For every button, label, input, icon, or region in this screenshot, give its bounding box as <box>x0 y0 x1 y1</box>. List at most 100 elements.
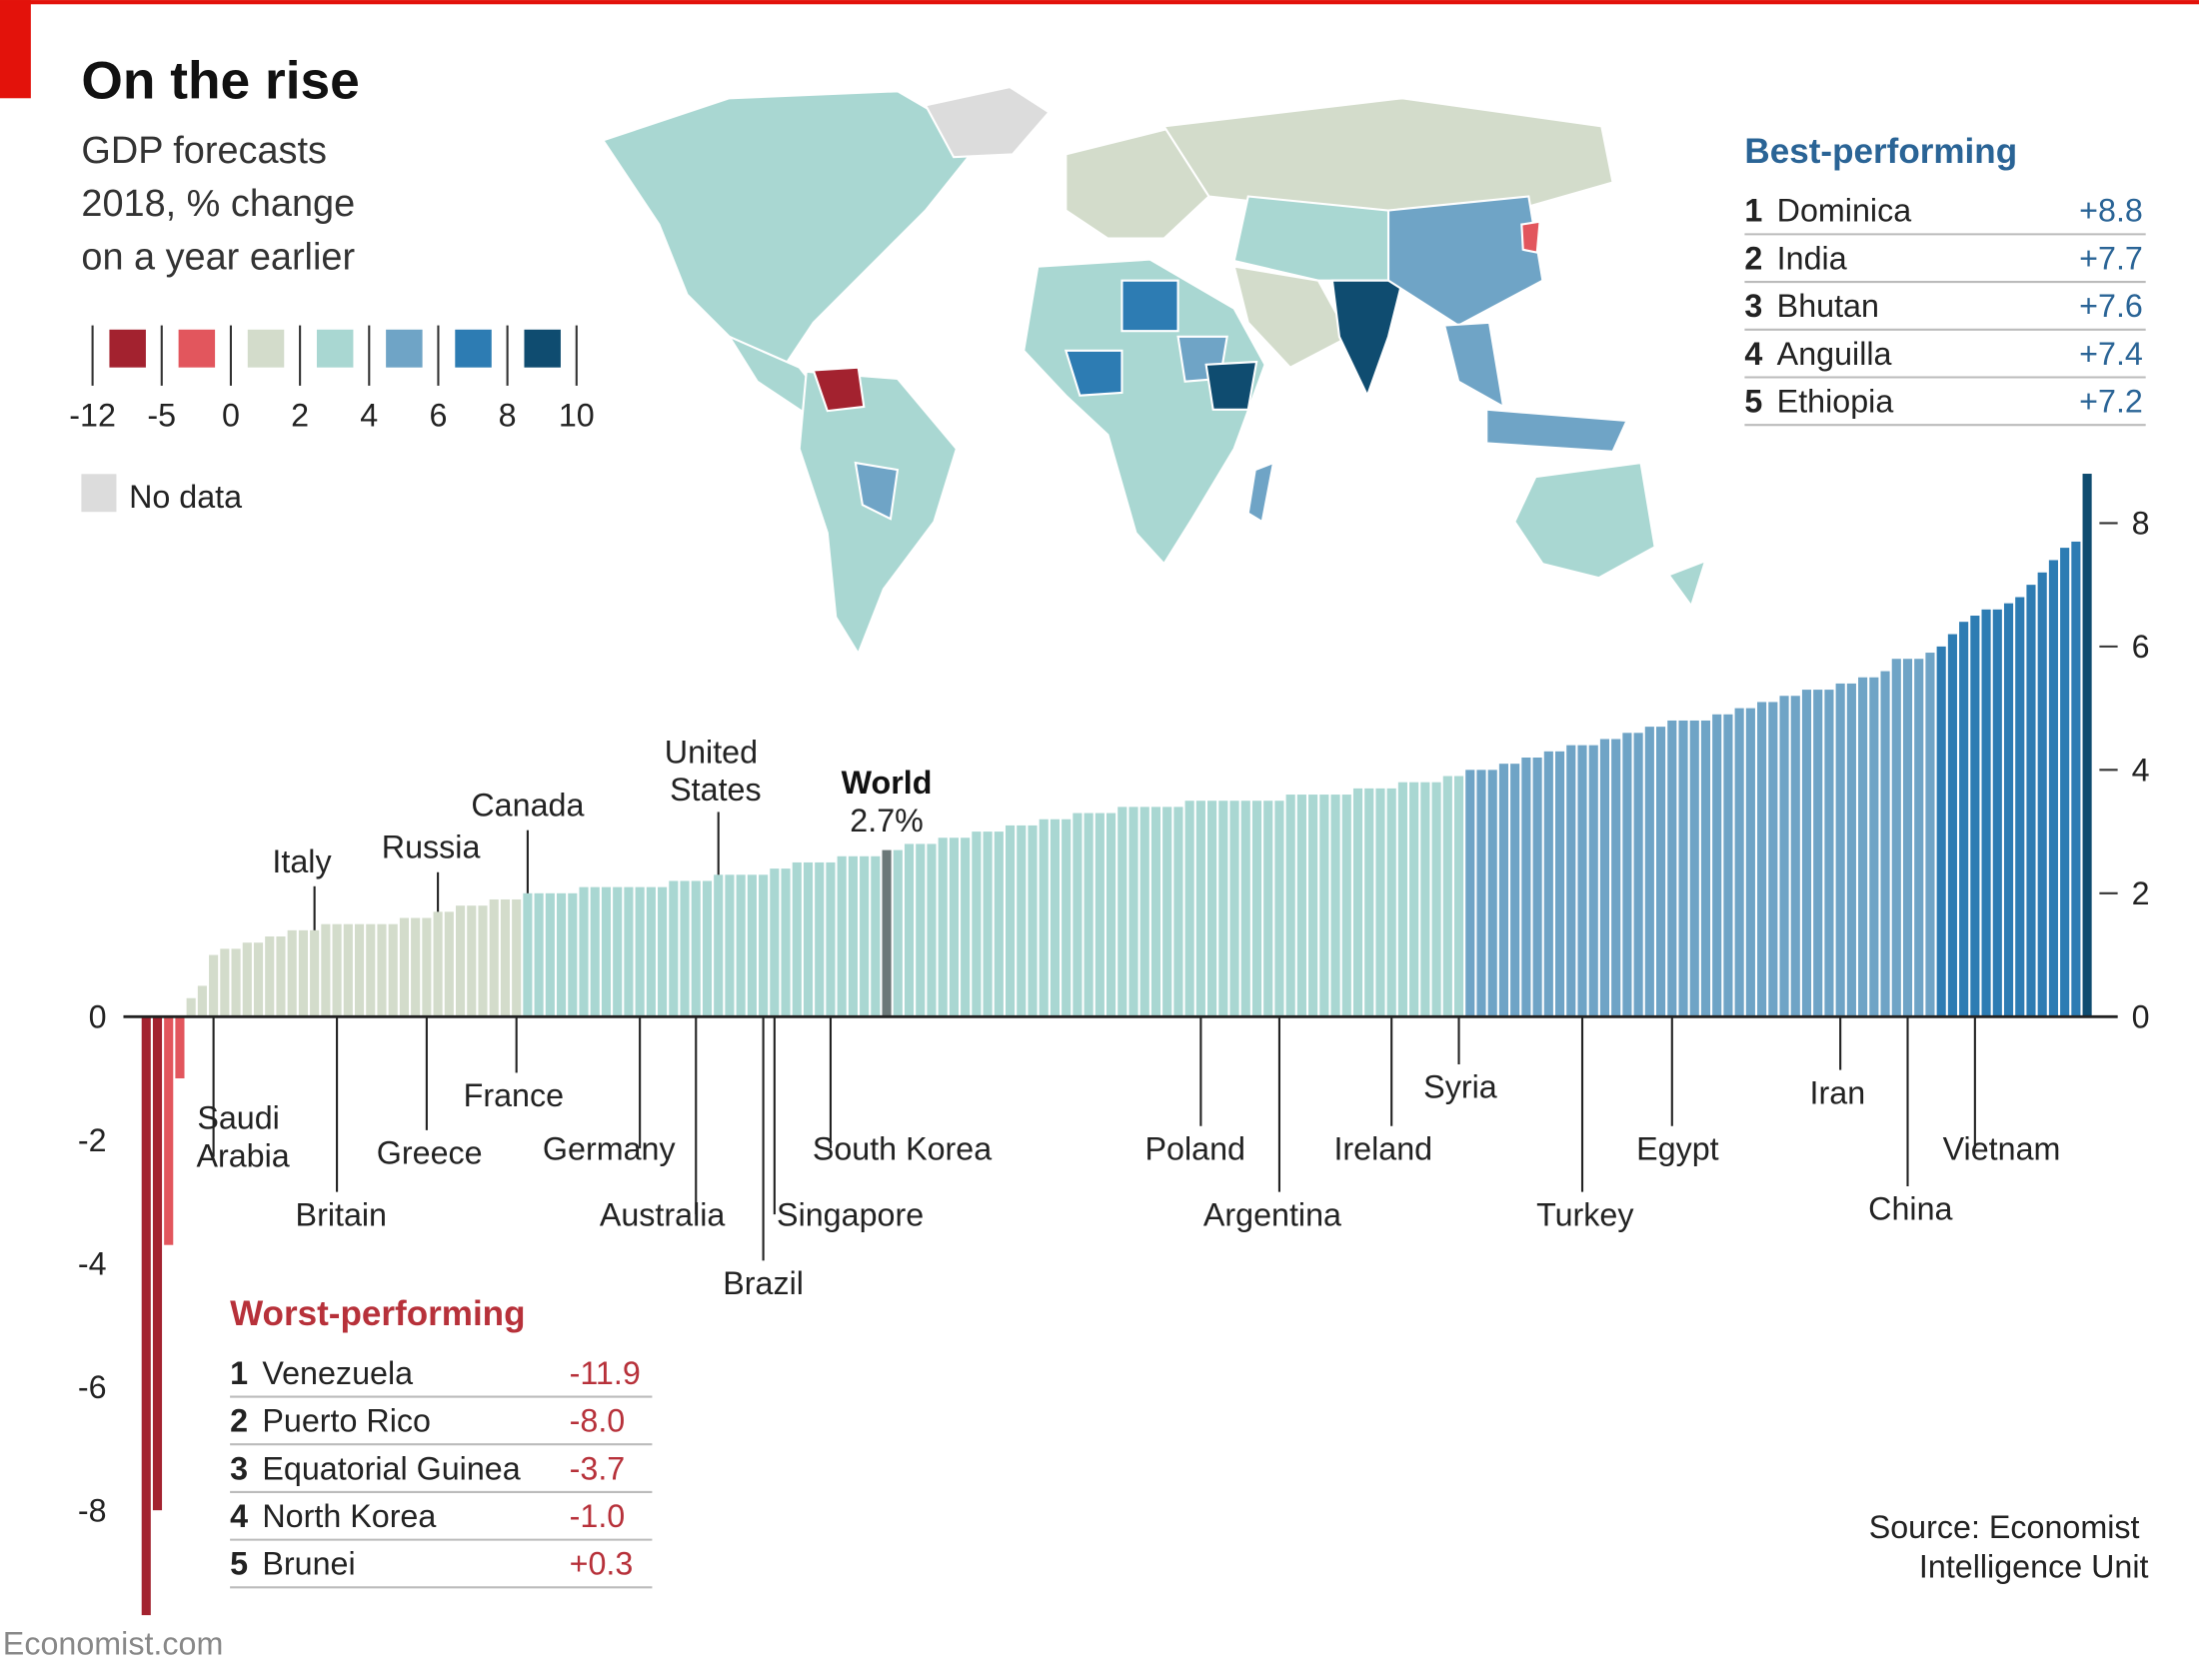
table-value: +7.4 <box>2079 336 2143 372</box>
bar <box>770 868 780 1017</box>
bar <box>310 929 320 1017</box>
category-label: Singapore <box>777 1196 924 1232</box>
bar <box>1095 813 1104 1017</box>
subtitle: on a year earlier <box>81 236 355 278</box>
table-value: +8.8 <box>2079 193 2143 229</box>
table-value: +0.3 <box>570 1546 634 1582</box>
category-label: Argentina <box>1203 1196 1341 1232</box>
bar <box>792 861 802 1017</box>
bar <box>399 917 409 1017</box>
bar <box>1824 690 1834 1017</box>
bar <box>1947 634 1957 1017</box>
rank: 5 <box>1744 384 1762 420</box>
bar <box>444 911 454 1017</box>
legend-tick-label: 6 <box>429 398 447 434</box>
table-title: Worst-performing <box>230 1294 525 1333</box>
bar <box>658 886 668 1017</box>
y-tick-label: 0 <box>2132 999 2150 1035</box>
bar <box>1723 714 1733 1017</box>
category-label: Greece <box>377 1135 483 1171</box>
bar <box>2048 560 2058 1017</box>
country: Dominica <box>1777 193 1912 229</box>
rank: 4 <box>1744 336 1762 372</box>
bar <box>467 905 477 1017</box>
bar <box>523 892 533 1017</box>
bar <box>826 861 836 1017</box>
bar <box>994 832 1004 1017</box>
bar <box>512 898 522 1017</box>
bar <box>478 905 488 1017</box>
bar <box>1992 609 2002 1017</box>
bar <box>1611 739 1621 1017</box>
bar <box>1084 813 1094 1017</box>
bar <box>1150 807 1161 1017</box>
legend-tick-label: 2 <box>291 398 309 434</box>
bar <box>1498 764 1508 1017</box>
bar <box>1453 776 1464 1017</box>
y-tick-label: -2 <box>78 1122 107 1158</box>
category-label: Canada <box>471 788 584 824</box>
legend-swatch <box>316 329 354 368</box>
bar <box>1801 690 1812 1017</box>
no-data-label: No data <box>129 479 242 515</box>
bar <box>1296 795 1306 1017</box>
legend-swatch <box>386 329 423 368</box>
bar <box>736 874 746 1017</box>
bar <box>455 905 466 1017</box>
bar <box>669 880 679 1017</box>
bar <box>1858 677 1868 1017</box>
table-value: -8.0 <box>570 1403 626 1439</box>
bar <box>624 886 634 1017</box>
bar <box>1139 807 1149 1017</box>
legend-tick-label: 4 <box>360 398 378 434</box>
bar <box>714 874 724 1017</box>
bar <box>298 929 308 1017</box>
y-tick-label: -8 <box>78 1492 107 1528</box>
bar <box>1846 683 1856 1017</box>
bar <box>545 892 555 1017</box>
bar <box>1162 807 1172 1017</box>
bar <box>1588 745 1598 1017</box>
bar <box>1128 807 1138 1017</box>
table-value: +7.6 <box>2079 288 2143 324</box>
bar <box>1229 801 1239 1017</box>
bar <box>1207 801 1217 1017</box>
bar <box>1970 616 1980 1017</box>
bar <box>220 948 230 1017</box>
chart-title: On the rise <box>81 51 359 110</box>
bar <box>1656 727 1666 1017</box>
bar <box>1397 782 1407 1017</box>
bar <box>613 886 623 1017</box>
bar <box>1285 795 1295 1017</box>
bar <box>265 936 275 1017</box>
category-label: World <box>842 765 933 801</box>
bar <box>388 923 398 1017</box>
bar <box>1936 646 1946 1017</box>
category-label: Ireland <box>1333 1130 1432 1166</box>
category-label: Brazil <box>723 1265 804 1301</box>
country: North Korea <box>262 1498 436 1534</box>
bar <box>321 923 331 1017</box>
bar <box>1017 825 1027 1017</box>
table-value: -11.9 <box>570 1355 641 1391</box>
legend-tick-label: 8 <box>499 398 517 434</box>
bar <box>433 911 443 1017</box>
bar <box>916 843 926 1017</box>
country: Ethiopia <box>1777 384 1894 420</box>
rank: 3 <box>1744 288 1762 324</box>
bar <box>1925 653 1935 1017</box>
bar <box>343 923 353 1017</box>
bar <box>1274 801 1284 1017</box>
bar <box>949 838 959 1017</box>
rank: 1 <box>230 1355 248 1391</box>
bar <box>2082 474 2092 1017</box>
y-tick-label: 4 <box>2132 753 2150 789</box>
bar <box>680 880 690 1017</box>
bar <box>1599 739 1610 1017</box>
red-tab <box>0 0 31 99</box>
bar <box>1465 770 1475 1017</box>
bar <box>2003 603 2014 1017</box>
category-label: China <box>1868 1191 1952 1227</box>
bar <box>1914 659 1924 1017</box>
country: Venezuela <box>262 1355 413 1391</box>
